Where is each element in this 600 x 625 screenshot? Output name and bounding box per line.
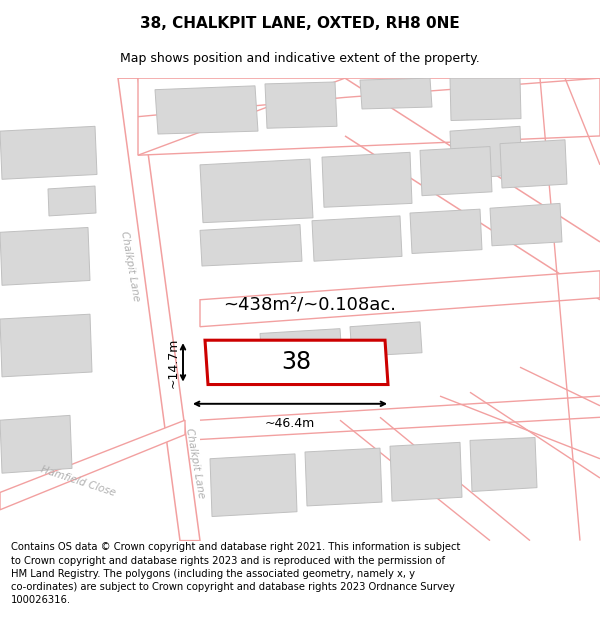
- Text: 38: 38: [281, 351, 311, 374]
- Polygon shape: [350, 322, 422, 357]
- Polygon shape: [322, 152, 412, 208]
- Polygon shape: [0, 420, 185, 510]
- Text: ~438m²/~0.108ac.: ~438m²/~0.108ac.: [223, 296, 397, 314]
- Polygon shape: [0, 126, 97, 179]
- Text: 38, CHALKPIT LANE, OXTED, RH8 0NE: 38, CHALKPIT LANE, OXTED, RH8 0NE: [140, 16, 460, 31]
- Polygon shape: [200, 224, 302, 266]
- Polygon shape: [470, 438, 537, 491]
- Text: Hamfield Close: Hamfield Close: [40, 464, 116, 498]
- Polygon shape: [260, 329, 342, 361]
- Polygon shape: [490, 203, 562, 246]
- Polygon shape: [420, 146, 492, 196]
- Polygon shape: [450, 78, 521, 121]
- Polygon shape: [0, 228, 90, 285]
- Polygon shape: [200, 271, 600, 327]
- Polygon shape: [0, 314, 92, 377]
- Polygon shape: [390, 442, 462, 501]
- Text: ~14.7m: ~14.7m: [167, 337, 180, 388]
- Text: Map shows position and indicative extent of the property.: Map shows position and indicative extent…: [120, 52, 480, 65]
- Polygon shape: [450, 126, 522, 179]
- Polygon shape: [205, 340, 388, 384]
- Text: ~46.4m: ~46.4m: [265, 418, 315, 430]
- Text: Chalkpit Lane: Chalkpit Lane: [184, 428, 206, 499]
- Polygon shape: [312, 216, 402, 261]
- Polygon shape: [48, 186, 96, 216]
- Polygon shape: [0, 416, 72, 473]
- Text: Contains OS data © Crown copyright and database right 2021. This information is : Contains OS data © Crown copyright and d…: [11, 542, 460, 605]
- Text: Chalkpit Lane: Chalkpit Lane: [119, 230, 141, 302]
- Polygon shape: [500, 140, 567, 188]
- Polygon shape: [200, 159, 313, 222]
- Polygon shape: [360, 78, 432, 109]
- Polygon shape: [265, 82, 337, 128]
- Polygon shape: [305, 448, 382, 506]
- Polygon shape: [138, 78, 600, 155]
- Polygon shape: [118, 78, 200, 541]
- Polygon shape: [155, 86, 258, 134]
- Polygon shape: [210, 454, 297, 516]
- Polygon shape: [410, 209, 482, 254]
